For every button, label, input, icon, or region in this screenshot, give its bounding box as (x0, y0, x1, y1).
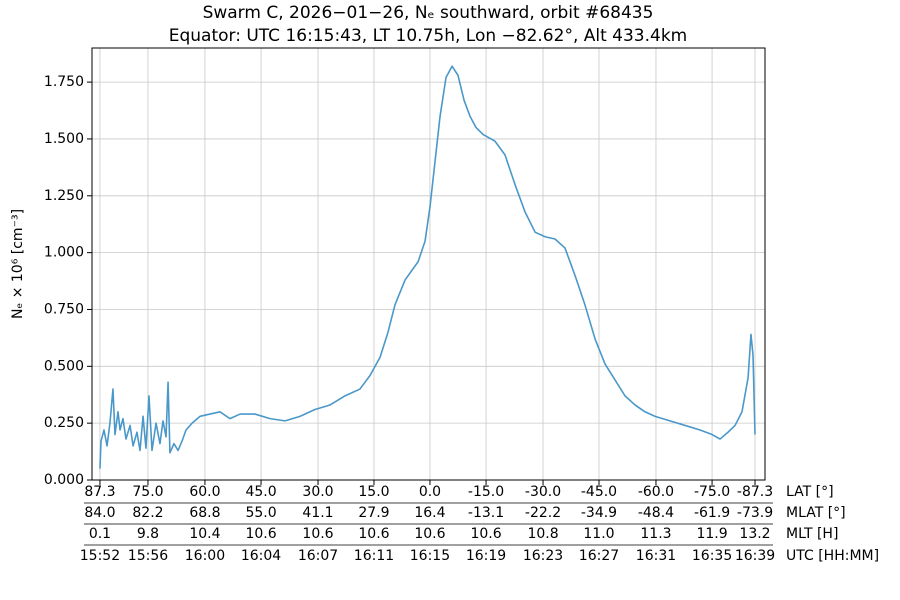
x-tick-label: 16:19 (466, 548, 506, 564)
y-tick-label: 0.500 (44, 358, 84, 374)
x-tick-label: 16:31 (636, 548, 676, 564)
x-tick-row-label: -87.3 (737, 484, 773, 500)
x-tick-row-label: 30.0 (302, 484, 333, 500)
x-tick-row-label: 27.9 (358, 505, 389, 521)
y-tick-label: 1.250 (44, 188, 84, 204)
x-tick-label: 16:27 (579, 548, 619, 564)
x-tick-label: 16:23 (523, 548, 563, 564)
x-tick-row-label: -45.0 (581, 484, 617, 500)
x-tick-row-label: 11.0 (583, 526, 614, 542)
x-tick-row-label: 16.4 (414, 505, 445, 521)
chart-title: Swarm C, 2026−01−26, Nₑ southward, orbit… (203, 3, 654, 23)
x-tick-row-label: 10.6 (245, 526, 276, 542)
x-tick-row-label: 11.3 (640, 526, 671, 542)
row-name: LAT [°] (786, 484, 834, 500)
y-tick-label: 0.250 (44, 415, 84, 431)
chart-subtitle: Equator: UTC 16:15:43, LT 10.75h, Lon −8… (169, 26, 688, 46)
x-tick-row-label: 10.8 (527, 526, 558, 542)
x-tick-row-label: 84.0 (84, 505, 115, 521)
x-tick-label: 16:07 (298, 548, 338, 564)
x-tick-row-label: 11.9 (696, 526, 727, 542)
x-tick-row-label: 10.4 (189, 526, 220, 542)
x-tick-label: 15:56 (128, 548, 168, 564)
x-tick-row-label: 10.6 (358, 526, 389, 542)
x-tick-label: 16:11 (354, 548, 394, 564)
data-line (99, 65, 756, 469)
y-tick-label: 1.500 (44, 131, 84, 147)
x-tick-row-label: 55.0 (245, 505, 276, 521)
x-tick-row-label: -61.9 (694, 505, 730, 521)
plot-frame (91, 47, 766, 481)
x-tick-row-label: -13.1 (468, 505, 504, 521)
y-tick-label: 0.750 (44, 301, 84, 317)
x-tick-row-label: -15.0 (468, 484, 504, 500)
y-axis-label: Nₑ × 10⁶ [cm⁻³] (10, 209, 26, 319)
y-tick-label: 1.750 (44, 74, 84, 90)
y-tick-label: 1.000 (44, 245, 84, 261)
x-tick-label: 16:04 (241, 548, 281, 564)
x-tick-label: 15:52 (80, 548, 120, 564)
x-tick-row-label: -34.9 (581, 505, 617, 521)
x-tick-label: 16:00 (185, 548, 225, 564)
x-tick-row-label: 15.0 (358, 484, 389, 500)
x-tick-row-label: 9.8 (137, 526, 159, 542)
x-tick-row-label: 82.2 (132, 505, 163, 521)
x-tick-row-label: 45.0 (245, 484, 276, 500)
x-tick-label: 16:15 (410, 548, 450, 564)
x-tick-row-label: 68.8 (189, 505, 220, 521)
row-name: MLAT [°] (786, 505, 846, 521)
x-tick-row-label: 75.0 (132, 484, 163, 500)
x-tick-row-label: 0.1 (89, 526, 111, 542)
x-tick-row-label: 0.0 (419, 484, 441, 500)
x-tick-row-label: -60.0 (638, 484, 674, 500)
x-tick-row-label: 10.6 (302, 526, 333, 542)
row-name: MLT [H] (786, 526, 838, 542)
x-tick-row-label: -48.4 (638, 505, 674, 521)
x-tick-row-label: 87.3 (84, 484, 115, 500)
x-tick-row-label: -22.2 (525, 505, 561, 521)
x-tick-row-label: -30.0 (525, 484, 561, 500)
x-tick-row-label: 10.6 (470, 526, 501, 542)
x-tick-row-label: -73.9 (737, 505, 773, 521)
x-tick-label: 16:35 (692, 548, 732, 564)
x-tick-row-label: 41.1 (302, 505, 333, 521)
x-tick-row-label: 13.2 (739, 526, 770, 542)
x-tick-row-label: 10.6 (414, 526, 445, 542)
y-tick-label: 0.000 (44, 472, 84, 488)
x-axis-label: UTC [HH:MM] (786, 548, 879, 564)
x-tick-row-label: 60.0 (189, 484, 220, 500)
x-tick-label: 16:39 (735, 548, 775, 564)
x-tick-row-label: -75.0 (694, 484, 730, 500)
